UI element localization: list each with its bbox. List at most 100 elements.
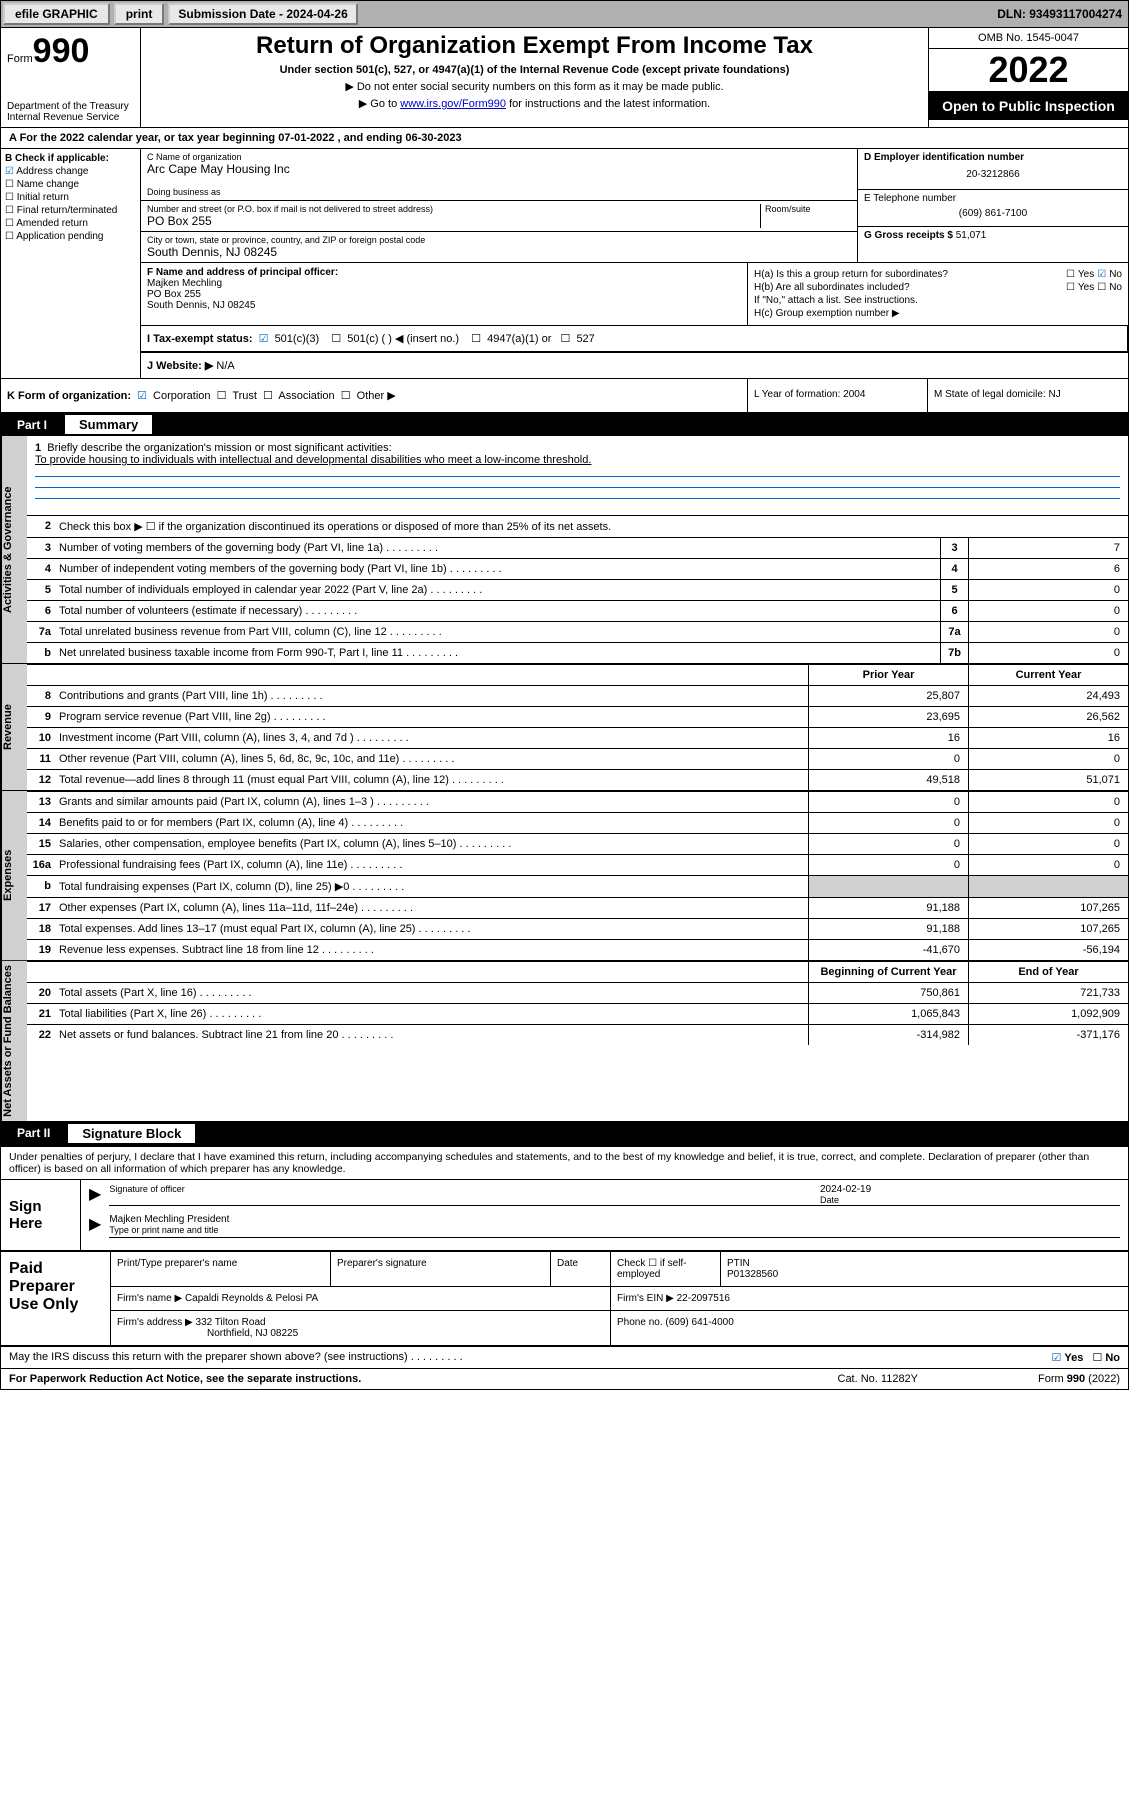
- row-k-l-m: K Form of organization: Corporation Trus…: [1, 379, 1128, 413]
- addr-value: PO Box 255: [147, 214, 756, 228]
- header-row: Form990 Department of the Treasury Inter…: [1, 28, 1128, 128]
- tel-label: E Telephone number: [864, 193, 1122, 204]
- ptin-label: PTIN: [727, 1258, 750, 1269]
- header-left: Form990 Department of the Treasury Inter…: [1, 28, 141, 127]
- irs-link[interactable]: www.irs.gov/Form990: [400, 98, 506, 110]
- discuss-no[interactable]: [1089, 1352, 1105, 1364]
- summary-expenses: Expenses 13Grants and similar amounts pa…: [1, 791, 1128, 961]
- k-form-org: K Form of organization: Corporation Trus…: [1, 379, 748, 412]
- ha-no[interactable]: [1094, 269, 1109, 280]
- summary-line: 16aProfessional fundraising fees (Part I…: [27, 854, 1128, 875]
- mission-text: To provide housing to individuals with i…: [35, 454, 591, 466]
- chk-address-change[interactable]: Address change: [5, 166, 136, 177]
- tab-activities-governance: Activities & Governance: [1, 436, 27, 663]
- column-b-checkboxes: B Check if applicable: Address change Na…: [1, 149, 141, 378]
- footer-discuss-row: May the IRS discuss this return with the…: [1, 1347, 1128, 1368]
- mission-block: 1 Briefly describe the organization's mi…: [27, 436, 1128, 515]
- ptin-value: P01328560: [727, 1269, 778, 1280]
- ha-yes[interactable]: [1063, 269, 1078, 280]
- beg-year-hdr: Beginning of Current Year: [808, 962, 968, 982]
- part-2-num: Part II: [3, 1124, 64, 1142]
- hb-no[interactable]: [1094, 282, 1109, 293]
- submission-date: Submission Date - 2024-04-26: [168, 3, 357, 25]
- f-addr2: South Dennis, NJ 08245: [147, 300, 255, 311]
- tel-value: (609) 861-7100: [864, 204, 1122, 223]
- row-a-text: A For the 2022 calendar year, or tax yea…: [9, 132, 462, 144]
- arrow-icon: ▶: [89, 1184, 101, 1206]
- org-name: Arc Cape May Housing Inc: [147, 162, 851, 176]
- summary-line: 13Grants and similar amounts paid (Part …: [27, 791, 1128, 812]
- end-year-hdr: End of Year: [968, 962, 1128, 982]
- ppu-title: Paid Preparer Use Only: [1, 1252, 111, 1345]
- chk-association[interactable]: [260, 390, 276, 402]
- summary-line: 9Program service revenue (Part VIII, lin…: [27, 706, 1128, 727]
- header-right: OMB No. 1545-0047 2022 Open to Public In…: [928, 28, 1128, 127]
- summary-line: 7aTotal unrelated business revenue from …: [27, 621, 1128, 642]
- current-year-hdr: Current Year: [968, 665, 1128, 685]
- chk-corporation[interactable]: [134, 390, 150, 402]
- form-subtitle: Under section 501(c), 527, or 4947(a)(1)…: [149, 64, 920, 76]
- chk-4947[interactable]: [468, 333, 484, 345]
- firm-name: Capaldi Reynolds & Pelosi PA: [185, 1293, 318, 1304]
- gross-label: G Gross receipts $: [864, 230, 953, 241]
- form-label-footer: Form 990 (2022): [1038, 1373, 1120, 1385]
- f-label: F Name and address of principal officer:: [147, 267, 338, 278]
- form-990-document: efile GRAPHIC print Submission Date - 20…: [0, 0, 1129, 1390]
- prior-year-hdr: Prior Year: [808, 665, 968, 685]
- discuss-label: May the IRS discuss this return with the…: [9, 1351, 408, 1363]
- revenue-header-row: Prior Year Current Year: [27, 664, 1128, 685]
- phone-label: Phone no.: [617, 1317, 663, 1328]
- ha-label: H(a) Is this a group return for subordin…: [754, 269, 1063, 280]
- hb-yes[interactable]: [1063, 282, 1078, 293]
- chk-amended-return[interactable]: Amended return: [5, 218, 136, 229]
- columns-c-d: C Name of organization Arc Cape May Hous…: [141, 149, 1128, 378]
- perjury-declaration: Under penalties of perjury, I declare th…: [1, 1147, 1128, 1179]
- form-title: Return of Organization Exempt From Incom…: [149, 32, 920, 60]
- chk-trust[interactable]: [214, 390, 230, 402]
- chk-501c3[interactable]: [256, 333, 272, 345]
- summary-line: 22Net assets or fund balances. Subtract …: [27, 1024, 1128, 1045]
- print-button[interactable]: print: [114, 3, 165, 25]
- discuss-yes[interactable]: [1048, 1352, 1064, 1364]
- summary-line: 20Total assets (Part X, line 16)750,8617…: [27, 982, 1128, 1003]
- l-year-formation: L Year of formation: 2004: [748, 379, 928, 412]
- dept-line2: Internal Revenue Service: [7, 112, 134, 123]
- summary-activities-governance: Activities & Governance 1 Briefly descri…: [1, 436, 1128, 664]
- self-employed-chk[interactable]: Check ☐ if self-employed: [611, 1252, 721, 1286]
- summary-line: 2Check this box ▶ ☐ if the organization …: [27, 515, 1128, 537]
- chk-initial-return[interactable]: Initial return: [5, 192, 136, 203]
- summary-line: 12Total revenue—add lines 8 through 11 (…: [27, 769, 1128, 790]
- cat-no: Cat. No. 11282Y: [838, 1373, 919, 1385]
- row-a-tax-year: A For the 2022 calendar year, or tax yea…: [1, 128, 1128, 149]
- column-h: H(a) Is this a group return for subordin…: [748, 263, 1128, 325]
- omb-number: OMB No. 1545-0047: [929, 28, 1128, 49]
- header-mid: Return of Organization Exempt From Incom…: [141, 28, 928, 127]
- chk-501c[interactable]: [328, 333, 344, 345]
- chk-final-return[interactable]: Final return/terminated: [5, 205, 136, 216]
- officer-signature-field[interactable]: Signature of officer: [109, 1184, 820, 1206]
- hb-label: H(b) Are all subordinates included?: [754, 282, 1063, 293]
- column-f: F Name and address of principal officer:…: [141, 263, 748, 325]
- tab-revenue: Revenue: [1, 664, 27, 790]
- form-note2: ▶ Go to www.irs.gov/Form990 for instruct…: [149, 97, 920, 110]
- efile-button[interactable]: efile GRAPHIC: [3, 3, 110, 25]
- chk-application-pending[interactable]: Application pending: [5, 231, 136, 242]
- firm-addr1: 332 Tilton Road: [196, 1317, 266, 1328]
- open-public-inspection: Open to Public Inspection: [929, 92, 1128, 120]
- ppu-row-2: Firm's name ▶ Capaldi Reynolds & Pelosi …: [111, 1287, 1128, 1311]
- summary-line: 21Total liabilities (Part X, line 26)1,0…: [27, 1003, 1128, 1024]
- summary-line: 15Salaries, other compensation, employee…: [27, 833, 1128, 854]
- f-addr1: PO Box 255: [147, 289, 201, 300]
- ppu-row-1: Print/Type preparer's name Preparer's si…: [111, 1252, 1128, 1287]
- row-j-website: J Website: ▶ N/A: [141, 352, 1128, 378]
- tab-net-assets: Net Assets or Fund Balances: [1, 961, 27, 1121]
- firm-addr2: Northfield, NJ 08225: [207, 1328, 298, 1339]
- nab-header-row: Beginning of Current Year End of Year: [27, 961, 1128, 982]
- chk-527[interactable]: [558, 333, 574, 345]
- chk-other[interactable]: [338, 390, 354, 402]
- chk-name-change[interactable]: Name change: [5, 179, 136, 190]
- summary-line: bNet unrelated business taxable income f…: [27, 642, 1128, 663]
- gross-value: 51,071: [956, 230, 987, 241]
- footer-paperwork-row: For Paperwork Reduction Act Notice, see …: [1, 1368, 1128, 1389]
- arrow-icon: ▶: [89, 1214, 101, 1238]
